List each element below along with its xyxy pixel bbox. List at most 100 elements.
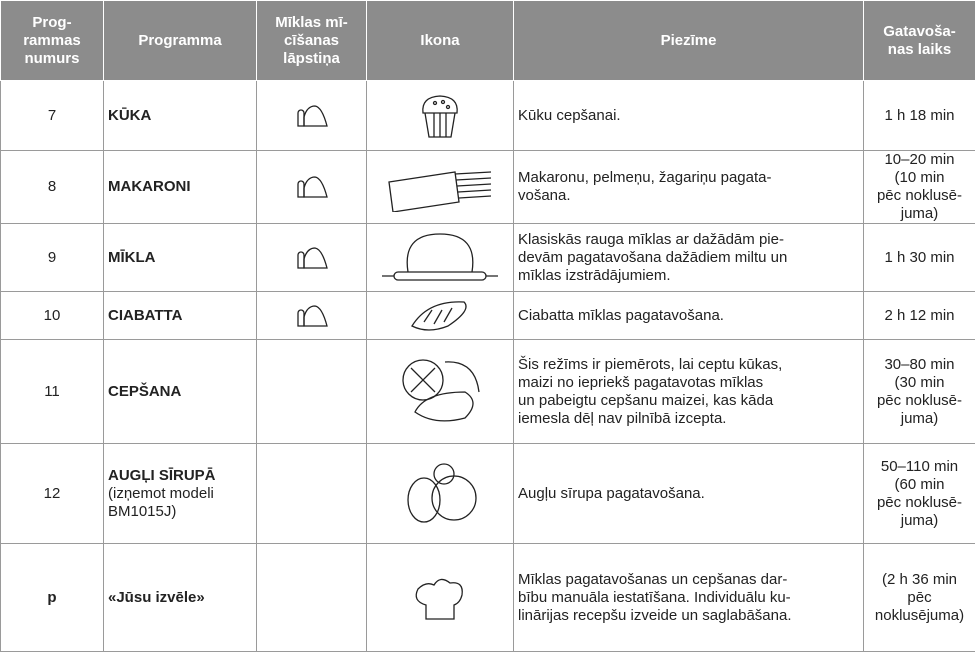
ciabatta-icon — [408, 296, 472, 336]
program-cell: «Jūsu izvēle» — [104, 544, 257, 652]
program-number: 12 — [1, 444, 104, 544]
time-line: pēc — [868, 589, 971, 607]
time-line: noklusējuma) — [868, 607, 971, 625]
time-line: (60 min — [868, 476, 971, 494]
note-line: Šis režīms ir piemērots, lai ceptu kūkas… — [518, 356, 859, 374]
paddle-cell — [257, 151, 367, 224]
paddle-cell — [257, 292, 367, 340]
icon-cell — [367, 544, 514, 652]
header-line: Ikona — [371, 32, 509, 50]
time-line: juma) — [868, 410, 971, 428]
program-cell: CEPŠANA — [104, 340, 257, 444]
program-number: 11 — [1, 340, 104, 444]
note-line: linārijas recepšu izveide un saglabāšana… — [518, 607, 859, 625]
time-line: 10–20 min — [868, 151, 971, 169]
icon-cell — [367, 340, 514, 444]
time-cell: 2 h 12 min — [864, 292, 975, 340]
icon-cell — [367, 292, 514, 340]
note-line: iemesla dēļ nav pilnībā izcepta. — [518, 410, 859, 428]
header-line: Programma — [108, 32, 252, 50]
program-note: (izņemot modeli — [108, 485, 252, 503]
time-cell: 1 h 18 min — [864, 81, 975, 151]
paddle-cell — [257, 340, 367, 444]
pasta-icon — [385, 162, 495, 212]
header-line: cīšanas — [261, 32, 362, 50]
note-line: Kūku cepšanai. — [518, 107, 859, 125]
time-line: (30 min — [868, 374, 971, 392]
header-line: Mīklas mī- — [261, 14, 362, 32]
note-line: maizi no iepriekš pagatavotas mīklas — [518, 374, 859, 392]
program-number: 8 — [1, 151, 104, 224]
paddle-cell — [257, 544, 367, 652]
program-note: BM1015J) — [108, 503, 252, 521]
note-line: Klasiskās rauga mīklas ar dažādām pie- — [518, 231, 859, 249]
time-line: 1 h 30 min — [868, 249, 971, 267]
note-line: Ciabatta mīklas pagatavošana. — [518, 307, 859, 325]
paddle-cell — [257, 224, 367, 292]
time-line: (10 min — [868, 169, 971, 187]
program-name: KŪKA — [108, 107, 252, 125]
column-header: Gatavoša-nas laiks — [864, 1, 975, 81]
note-cell: Kūku cepšanai. — [514, 81, 864, 151]
program-name: MAKARONI — [108, 178, 252, 196]
note-cell: Ciabatta mīklas pagatavošana. — [514, 292, 864, 340]
program-number: 9 — [1, 224, 104, 292]
program-name: CEPŠANA — [108, 383, 252, 401]
time-cell: 1 h 30 min — [864, 224, 975, 292]
time-line: pēc noklusē- — [868, 392, 971, 410]
note-line: Makaronu, pelmeņu, žagariņu pagata- — [518, 169, 859, 187]
program-cell: CIABATTA — [104, 292, 257, 340]
note-line: Augļu sīrupa pagatavošana. — [518, 485, 859, 503]
paddle-icon — [294, 244, 330, 272]
paddle-cell — [257, 444, 367, 544]
note-line: un pabeigtu cepšanu maizei, kas kāda — [518, 392, 859, 410]
time-line: 1 h 18 min — [868, 107, 971, 125]
time-line: 2 h 12 min — [868, 307, 971, 325]
breads-icon — [395, 352, 485, 432]
icon-cell — [367, 224, 514, 292]
program-name: AUGĻI SĪRUPĀ — [108, 467, 252, 485]
dough-icon — [380, 228, 500, 288]
fruits-icon — [400, 458, 480, 530]
note-line: bību manuāla iestatīšana. Individuālu ku… — [518, 589, 859, 607]
note-cell: Makaronu, pelmeņu, žagariņu pagata-vošan… — [514, 151, 864, 224]
time-line: pēc noklusē- — [868, 187, 971, 205]
time-line: juma) — [868, 512, 971, 530]
time-line: (2 h 36 min — [868, 571, 971, 589]
header-line: numurs — [5, 50, 99, 68]
time-line: 30–80 min — [868, 356, 971, 374]
column-header: Ikona — [367, 1, 514, 81]
time-line: pēc noklusē- — [868, 494, 971, 512]
note-line: vošana. — [518, 187, 859, 205]
note-line: Mīklas pagatavošanas un cepšanas dar- — [518, 571, 859, 589]
program-row: p«Jūsu izvēle» Mīklas pagatavošanas un ce… — [1, 544, 975, 652]
program-cell: MĪKLA — [104, 224, 257, 292]
program-number: p — [1, 544, 104, 652]
header-line: Gatavoša- — [868, 23, 971, 41]
chef-hat-icon — [410, 573, 470, 623]
program-number: 7 — [1, 81, 104, 151]
note-line: mīklas izstrādājumiem. — [518, 267, 859, 285]
time-line: juma) — [868, 205, 971, 223]
paddle-icon — [294, 173, 330, 201]
paddle-icon — [294, 102, 330, 130]
note-cell: Klasiskās rauga mīklas ar dažādām pie-de… — [514, 224, 864, 292]
program-cell: MAKARONI — [104, 151, 257, 224]
note-cell: Šis režīms ir piemērots, lai ceptu kūkas… — [514, 340, 864, 444]
header-line: Prog- — [5, 14, 99, 32]
icon-cell — [367, 151, 514, 224]
paddle-icon — [294, 302, 330, 330]
